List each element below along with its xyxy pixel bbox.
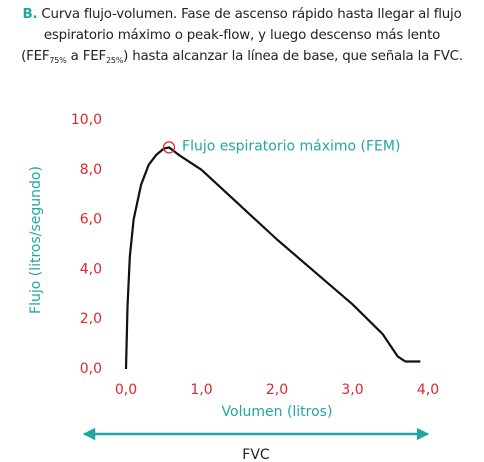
y-tick-label: 0,0: [80, 361, 102, 377]
caption-label: B.: [22, 7, 38, 22]
subscript: 75%: [49, 56, 67, 65]
peak-marker: [162, 141, 176, 154]
y-tick-label: 8,0: [80, 162, 102, 178]
caption-line: espiratorio máximo o peak-flow, y luego …: [43, 28, 441, 43]
annotation: Flujo espiratorio máximo (FEM): [182, 138, 400, 154]
fvc-label: FVC: [242, 447, 270, 462]
y-tick-label: 4,0: [80, 261, 102, 277]
caption-line: B. Curva flujo-volumen. Fase de ascenso …: [0, 4, 484, 25]
caption-line: (FEF75% a FEF25%) hasta alcanzar la líne…: [0, 46, 484, 67]
x-tick-label: 2,0: [266, 382, 288, 398]
caption: B. Curva flujo-volumen. Fase de ascenso …: [0, 4, 484, 67]
x-tick-label: 3,0: [341, 382, 363, 398]
caption-text: (FEF: [21, 49, 50, 64]
caption-text: a FEF: [66, 49, 107, 64]
caption-text: Curva flujo-volumen. Fase de ascenso ráp…: [41, 7, 462, 22]
x-tick-label: 4,0: [417, 382, 439, 398]
y-axis-label: Flujo (litros/segundo): [28, 166, 44, 314]
x-tick-label: 0,0: [115, 382, 137, 398]
y-tick-label: 2,0: [80, 311, 102, 327]
y-tick-label: 6,0: [80, 212, 102, 228]
flow-curve: [124, 146, 421, 370]
y-tick-label: 10,0: [71, 112, 102, 128]
x-tick-label: 1,0: [190, 382, 212, 398]
caption-text: ) hasta alcanzar la línea de base, que s…: [123, 49, 463, 64]
subscript: 25%: [105, 56, 124, 65]
x-axis-label: Volumen (litros): [222, 404, 333, 420]
